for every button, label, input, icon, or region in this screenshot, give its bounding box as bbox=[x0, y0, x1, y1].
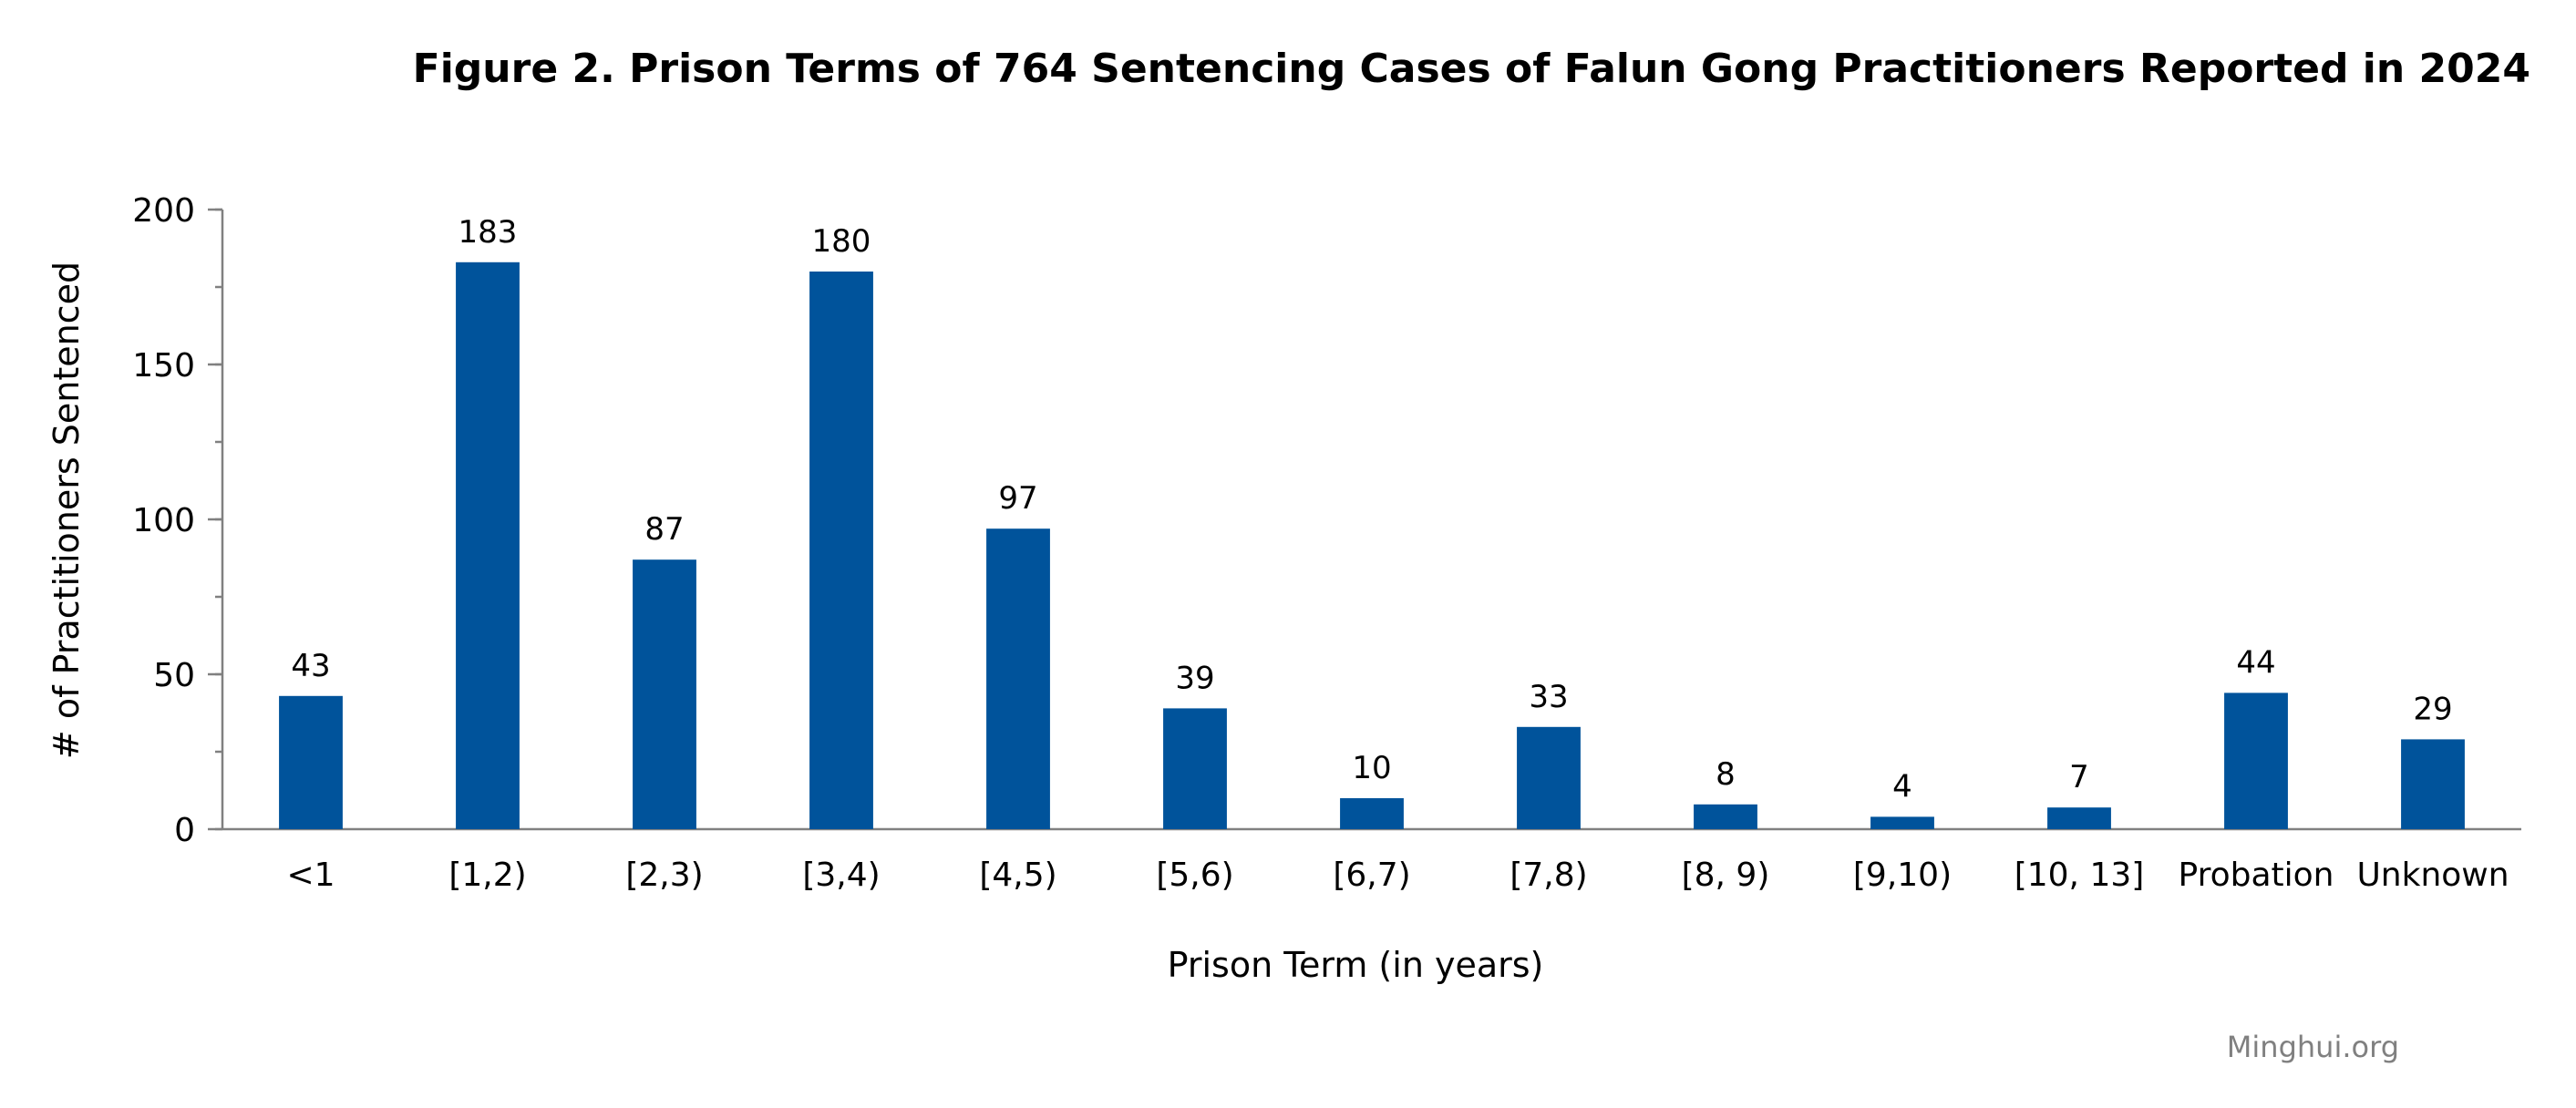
category-label: Unknown bbox=[2356, 857, 2509, 894]
bar bbox=[1694, 804, 1757, 829]
data-label: 4 bbox=[1892, 768, 1912, 805]
data-label: 29 bbox=[2413, 691, 2452, 727]
bar bbox=[456, 262, 520, 829]
bar bbox=[1517, 726, 1581, 829]
bar bbox=[279, 695, 343, 829]
data-label: 39 bbox=[1175, 660, 1214, 696]
source-credit: Minghui.org bbox=[2227, 1030, 2399, 1064]
y-axis: 0 50 100 150 200 bbox=[132, 192, 224, 849]
data-label: 97 bbox=[998, 480, 1037, 517]
bar bbox=[2224, 692, 2288, 829]
data-labels-group: 43 183 87 180 97 39 10 33 8 4 7 44 29 bbox=[291, 214, 2452, 805]
y-axis-title: # of Practitioners Sentenced bbox=[46, 262, 87, 759]
x-axis-title: Prison Term (in years) bbox=[1168, 945, 1544, 985]
category-label: <1 bbox=[286, 857, 335, 894]
data-label: 33 bbox=[1529, 679, 1568, 715]
chart-title: Figure 2. Prison Terms of 764 Sentencing… bbox=[413, 46, 2530, 92]
data-label: 183 bbox=[459, 214, 518, 251]
category-label: [1,2) bbox=[448, 857, 526, 894]
y-tick-label: 100 bbox=[132, 502, 195, 539]
data-label: 87 bbox=[644, 511, 684, 548]
data-label: 7 bbox=[2069, 759, 2089, 795]
bar bbox=[986, 528, 1050, 829]
data-label: 44 bbox=[2236, 644, 2275, 681]
category-label: [2,3) bbox=[625, 857, 703, 894]
data-label: 43 bbox=[291, 648, 330, 684]
y-tick-label: 200 bbox=[132, 192, 195, 230]
category-label: [4,5) bbox=[979, 857, 1056, 894]
bars-group bbox=[279, 262, 2465, 829]
y-tick-label: 0 bbox=[174, 812, 195, 849]
bar bbox=[2047, 807, 2111, 829]
category-label: Probation bbox=[2179, 857, 2334, 894]
data-label: 10 bbox=[1352, 750, 1391, 786]
bar bbox=[1870, 816, 1934, 829]
data-label: 180 bbox=[812, 223, 871, 260]
category-label: [8, 9) bbox=[1682, 857, 1770, 894]
category-labels-group: <1 [1,2) [2,3) [3,4) [4,5) [5,6) [6,7) [7,8) [8,… bbox=[286, 857, 2509, 894]
y-tick-label: 50 bbox=[153, 657, 195, 694]
category-label: [10, 13] bbox=[2014, 857, 2145, 894]
bar bbox=[809, 272, 873, 829]
bar bbox=[2401, 739, 2465, 829]
category-label: [7,8) bbox=[1510, 857, 1587, 894]
category-label: [9,10) bbox=[1853, 857, 1952, 894]
bar bbox=[1163, 708, 1227, 829]
y-tick-label: 150 bbox=[132, 347, 195, 385]
category-label: [6,7) bbox=[1333, 857, 1410, 894]
bar bbox=[1340, 798, 1404, 829]
bar bbox=[633, 559, 696, 829]
category-label: [3,4) bbox=[802, 857, 880, 894]
category-label: [5,6) bbox=[1156, 857, 1233, 894]
data-label: 8 bbox=[1716, 756, 1736, 793]
